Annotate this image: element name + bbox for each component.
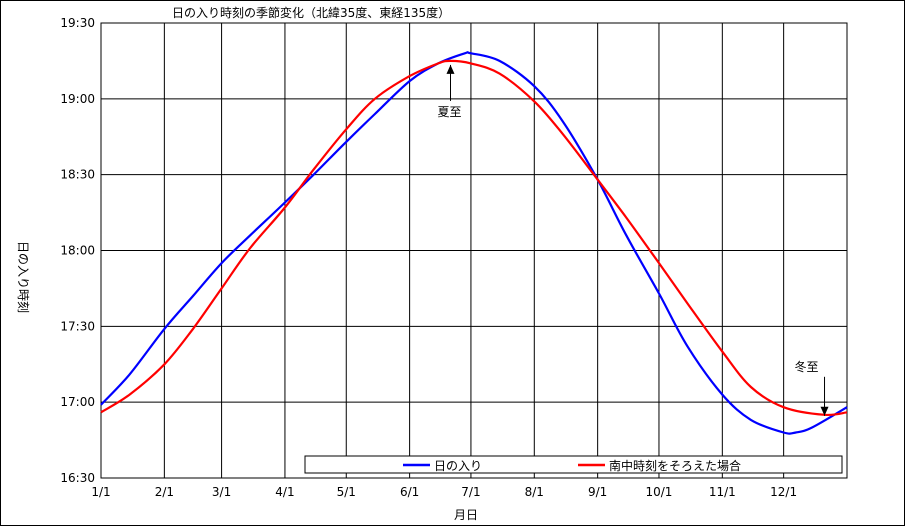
x-tick-label: 8/1 (525, 485, 544, 499)
legend: 日の入り 南中時刻をそろえた場合 (304, 455, 843, 474)
x-tick-label: 1/1 (91, 485, 110, 499)
annotation-arrowhead (820, 406, 829, 416)
x-tick-label: 2/1 (155, 485, 174, 499)
x-axis-ticks: 1/1 2/1 3/1 4/1 5/1 6/1 7/1 8/1 9/1 10/1 11/1 12/1 (91, 485, 797, 499)
x-tick-label: 11/1 (709, 485, 736, 499)
x-axis-label: 月日 (454, 508, 478, 522)
annotation-label: 冬至 (795, 359, 819, 374)
y-tick-label: 16:30 (60, 471, 95, 485)
plot-border (100, 22, 848, 479)
y-tick-label: 17:30 (60, 319, 95, 333)
series-line-1 (100, 59, 848, 417)
chart-title: 日の入り時刻の季節変化（北緯35度、東経135度） (172, 5, 450, 20)
y-axis-ticks: 16:30 17:00 17:30 18:00 18:30 19:00 19:30 (60, 16, 95, 485)
series-lines (100, 51, 848, 435)
legend-label-blue: 日の入り (434, 459, 482, 473)
x-tick-label: 10/1 (645, 485, 672, 499)
annotation-arrowhead (446, 64, 455, 74)
y-tick-label: 19:00 (60, 92, 95, 106)
y-tick-label: 18:00 (60, 244, 95, 258)
x-tick-label: 12/1 (770, 485, 797, 499)
series-line-0 (100, 51, 848, 435)
y-axis-label: 日の入り時刻 (16, 241, 30, 313)
y-tick-label: 17:00 (60, 395, 95, 409)
legend-box (304, 455, 843, 474)
x-tick-label: 5/1 (337, 485, 356, 499)
x-tick-label: 6/1 (400, 485, 419, 499)
x-tick-label: 3/1 (212, 485, 231, 499)
x-tick-label: 4/1 (275, 485, 294, 499)
y-tick-label: 19:30 (60, 16, 95, 30)
legend-label-red: 南中時刻をそろえた場合 (609, 458, 741, 473)
x-tick-label: 9/1 (588, 485, 607, 499)
y-tick-label: 18:30 (60, 168, 95, 182)
x-tick-label: 7/1 (461, 485, 480, 499)
annotation-label: 夏至 (437, 105, 461, 119)
